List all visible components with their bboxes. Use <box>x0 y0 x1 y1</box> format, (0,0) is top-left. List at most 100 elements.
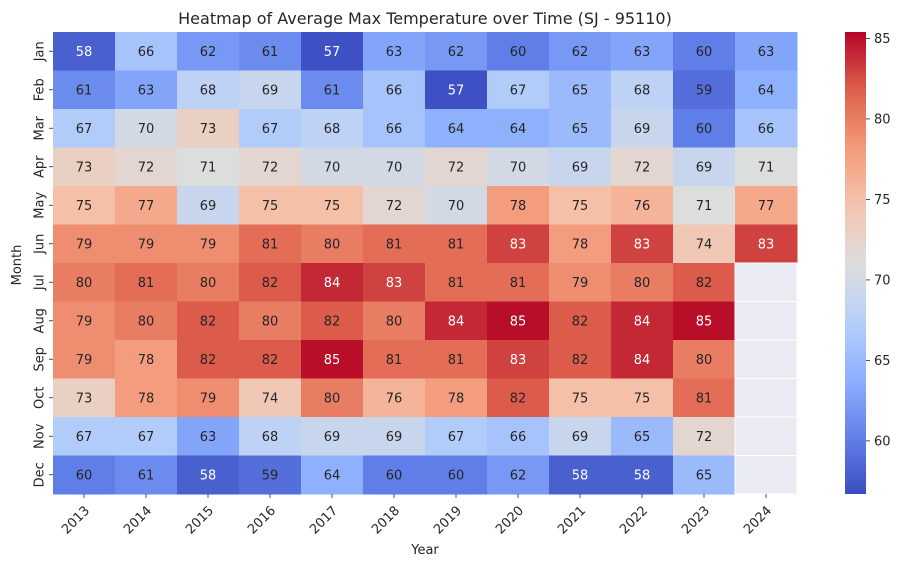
y-tick-label: Feb <box>33 78 48 101</box>
cell-value-label: 70 <box>324 160 341 175</box>
heatmap-cell-empty <box>734 262 798 302</box>
cell-value-label: 64 <box>758 83 775 98</box>
cell-value-label: 81 <box>262 237 279 252</box>
heatmap-cell <box>487 70 550 110</box>
heatmap-cell <box>53 109 116 148</box>
cell-value-label: 82 <box>200 314 217 329</box>
cell-value-label: 84 <box>448 314 465 329</box>
heatmap-cell <box>115 301 178 341</box>
heatmap-cell <box>487 378 550 418</box>
heatmap-cell-empty <box>734 301 798 341</box>
cell-value-label: 69 <box>572 160 589 175</box>
cell-value-label: 63 <box>634 45 651 60</box>
heatmap-cell <box>239 455 302 495</box>
cell-value-label: 80 <box>324 391 341 406</box>
cell-value-label: 85 <box>696 314 713 329</box>
heatmap-cell <box>673 32 736 71</box>
heatmap-cell <box>425 224 488 264</box>
heatmap-cell <box>487 340 550 379</box>
cell-value-label: 62 <box>510 468 527 483</box>
heatmap-cell <box>177 263 240 302</box>
heatmap-cell <box>115 455 178 495</box>
cell-value-label: 70 <box>448 199 465 214</box>
cell-value-label: 84 <box>324 276 341 291</box>
cell-value-label: 79 <box>76 353 93 368</box>
heatmap-cell <box>239 224 302 264</box>
cell-value-label: 77 <box>138 199 155 214</box>
heatmap-cell <box>487 455 550 495</box>
heatmap-cell <box>301 70 364 110</box>
heatmap-cell <box>487 417 550 456</box>
heatmap-cell <box>487 109 550 148</box>
heatmap-cell <box>363 340 426 379</box>
heatmap-cell <box>549 109 612 148</box>
heatmap-cell <box>363 301 426 341</box>
heatmap-cell <box>425 147 488 187</box>
heatmap-cells: 58 66 62 61 57 63 62 60 62 63 60 63 61 63 68 69 61 66 57 67… <box>53 32 798 495</box>
cell-value-label: 78 <box>572 237 589 252</box>
heatmap-cell <box>549 378 612 418</box>
cell-value-label: 81 <box>696 391 713 406</box>
cell-value-label: 68 <box>200 83 217 98</box>
heatmap-cell <box>53 378 116 418</box>
heatmap-cell <box>363 378 426 418</box>
cell-value-label: 61 <box>262 45 279 60</box>
x-tick-label: 2013 <box>59 503 93 537</box>
heatmap-cell <box>425 263 488 302</box>
heatmap-cell <box>53 340 116 379</box>
heatmap-cell <box>549 147 612 187</box>
cell-value-label: 81 <box>386 237 403 252</box>
x-tick-label: 2021 <box>555 503 589 537</box>
cell-value-label: 69 <box>324 430 341 445</box>
cell-value-label: 82 <box>572 314 589 329</box>
heatmap-cell <box>53 263 116 302</box>
cell-value-label: 80 <box>76 276 93 291</box>
heatmap-cell <box>115 417 178 456</box>
heatmap-cell <box>301 263 364 302</box>
cell-value-label: 80 <box>138 314 155 329</box>
x-tick-label: 2019 <box>431 503 465 537</box>
heatmap-cell-empty <box>734 416 798 456</box>
heatmap-cell <box>611 455 674 495</box>
cell-value-label: 73 <box>76 160 93 175</box>
cell-value-label: 67 <box>76 430 93 445</box>
heatmap-cell <box>611 417 674 456</box>
heatmap-cell <box>115 378 178 418</box>
heatmap-cell <box>425 455 488 495</box>
heatmap-cell <box>611 224 674 264</box>
chart-title: Heatmap of Average Max Temperature over … <box>178 9 672 28</box>
cell-value-label: 77 <box>758 199 775 214</box>
colorbar-tick-label: 65 <box>874 354 891 369</box>
heatmap-cell <box>673 455 736 495</box>
cell-value-label: 63 <box>386 45 403 60</box>
heatmap-cell <box>673 340 736 379</box>
heatmap-cell <box>735 32 798 71</box>
cell-value-label: 58 <box>572 468 589 483</box>
heatmap-cell <box>549 224 612 264</box>
heatmap-cell <box>673 263 736 302</box>
heatmap-cell <box>425 32 488 71</box>
cell-value-label: 71 <box>200 160 217 175</box>
heatmap-cell-empty <box>734 378 798 418</box>
heatmap-cell <box>363 147 426 187</box>
cell-value-label: 82 <box>324 314 341 329</box>
heatmap-cell <box>53 186 116 225</box>
heatmap-cell <box>549 455 612 495</box>
cell-value-label: 63 <box>758 45 775 60</box>
heatmap-cell <box>487 301 550 341</box>
cell-value-label: 79 <box>572 276 589 291</box>
y-tick-label: Jul <box>33 274 48 291</box>
cell-value-label: 59 <box>696 83 713 98</box>
heatmap-cell <box>611 340 674 379</box>
x-tick-label: 2022 <box>617 503 651 537</box>
heatmap-cell <box>115 224 178 264</box>
cell-value-label: 73 <box>200 122 217 137</box>
y-tick-labels: Jan Feb Mar Apr May Jun Jul Aug Sep Oct Nov Dec <box>33 41 53 487</box>
heatmap-cell <box>301 340 364 379</box>
heatmap-cell <box>177 417 240 456</box>
y-tick-label: Dec <box>33 462 48 487</box>
colorbar-ticks: 60 65 70 75 80 85 <box>866 32 891 449</box>
cell-value-label: 72 <box>448 160 465 175</box>
heatmap-cell <box>301 224 364 264</box>
cell-value-label: 71 <box>696 199 713 214</box>
